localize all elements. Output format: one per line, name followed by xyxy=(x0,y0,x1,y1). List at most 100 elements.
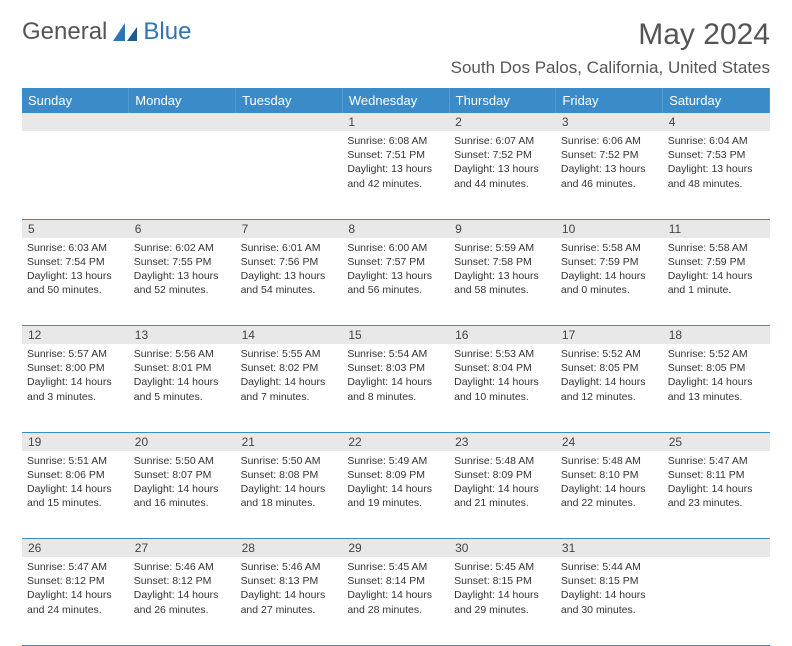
day-content: Sunrise: 5:45 AMSunset: 8:15 PMDaylight:… xyxy=(449,557,556,623)
day-number-cell: 8 xyxy=(342,219,449,238)
day-content: Sunrise: 5:51 AMSunset: 8:06 PMDaylight:… xyxy=(22,451,129,517)
day-cell: Sunrise: 5:53 AMSunset: 8:04 PMDaylight:… xyxy=(449,344,556,432)
day-cell: Sunrise: 6:08 AMSunset: 7:51 PMDaylight:… xyxy=(342,131,449,219)
day-number: 28 xyxy=(236,539,343,557)
day-cell: Sunrise: 5:56 AMSunset: 8:01 PMDaylight:… xyxy=(129,344,236,432)
day-number-cell: 27 xyxy=(129,539,236,558)
day-number-cell: 20 xyxy=(129,432,236,451)
day-cell: Sunrise: 5:44 AMSunset: 8:15 PMDaylight:… xyxy=(556,557,663,645)
day-header: Monday xyxy=(129,88,236,113)
daynum-row: 12131415161718 xyxy=(22,326,770,345)
day-cell: Sunrise: 6:00 AMSunset: 7:57 PMDaylight:… xyxy=(342,238,449,326)
day-number: 30 xyxy=(449,539,556,557)
day-number: 4 xyxy=(663,113,770,131)
day-cell: Sunrise: 5:46 AMSunset: 8:12 PMDaylight:… xyxy=(129,557,236,645)
day-cell: Sunrise: 6:04 AMSunset: 7:53 PMDaylight:… xyxy=(663,131,770,219)
day-number: 27 xyxy=(129,539,236,557)
day-cell xyxy=(663,557,770,645)
day-number: 21 xyxy=(236,433,343,451)
day-cell: Sunrise: 5:51 AMSunset: 8:06 PMDaylight:… xyxy=(22,451,129,539)
logo-word2: Blue xyxy=(143,18,191,46)
day-content: Sunrise: 5:48 AMSunset: 8:09 PMDaylight:… xyxy=(449,451,556,517)
day-cell: Sunrise: 5:54 AMSunset: 8:03 PMDaylight:… xyxy=(342,344,449,432)
logo: General Blue xyxy=(22,18,191,46)
day-cell: Sunrise: 5:52 AMSunset: 8:05 PMDaylight:… xyxy=(556,344,663,432)
day-number: 31 xyxy=(556,539,663,557)
daynum-row: 567891011 xyxy=(22,219,770,238)
day-number-cell: 26 xyxy=(22,539,129,558)
day-cell: Sunrise: 5:48 AMSunset: 8:10 PMDaylight:… xyxy=(556,451,663,539)
day-number-cell: 3 xyxy=(556,113,663,131)
day-content: Sunrise: 5:55 AMSunset: 8:02 PMDaylight:… xyxy=(236,344,343,410)
day-content: Sunrise: 5:50 AMSunset: 8:07 PMDaylight:… xyxy=(129,451,236,517)
day-cell: Sunrise: 5:50 AMSunset: 8:07 PMDaylight:… xyxy=(129,451,236,539)
day-number: 2 xyxy=(449,113,556,131)
day-number-cell: 29 xyxy=(342,539,449,558)
location: South Dos Palos, California, United Stat… xyxy=(451,58,770,78)
day-cell xyxy=(236,131,343,219)
day-cell: Sunrise: 5:49 AMSunset: 8:09 PMDaylight:… xyxy=(342,451,449,539)
day-content: Sunrise: 5:46 AMSunset: 8:12 PMDaylight:… xyxy=(129,557,236,623)
day-number-cell: 16 xyxy=(449,326,556,345)
day-number-cell: 10 xyxy=(556,219,663,238)
day-content: Sunrise: 5:54 AMSunset: 8:03 PMDaylight:… xyxy=(342,344,449,410)
day-content: Sunrise: 5:53 AMSunset: 8:04 PMDaylight:… xyxy=(449,344,556,410)
day-number-cell: 24 xyxy=(556,432,663,451)
day-cell: Sunrise: 5:55 AMSunset: 8:02 PMDaylight:… xyxy=(236,344,343,432)
day-number-cell: 25 xyxy=(663,432,770,451)
week-row: Sunrise: 6:08 AMSunset: 7:51 PMDaylight:… xyxy=(22,131,770,219)
day-cell xyxy=(129,131,236,219)
day-number: 5 xyxy=(22,220,129,238)
day-number-cell: 5 xyxy=(22,219,129,238)
day-number-cell: 2 xyxy=(449,113,556,131)
day-header: Sunday xyxy=(22,88,129,113)
day-cell: Sunrise: 5:45 AMSunset: 8:14 PMDaylight:… xyxy=(342,557,449,645)
day-content: Sunrise: 5:52 AMSunset: 8:05 PMDaylight:… xyxy=(663,344,770,410)
day-number: 29 xyxy=(342,539,449,557)
daynum-row: 1234 xyxy=(22,113,770,131)
day-header: Tuesday xyxy=(236,88,343,113)
day-number-cell xyxy=(663,539,770,558)
week-row: Sunrise: 5:51 AMSunset: 8:06 PMDaylight:… xyxy=(22,451,770,539)
day-number: 13 xyxy=(129,326,236,344)
day-number-cell: 15 xyxy=(342,326,449,345)
day-number: 20 xyxy=(129,433,236,451)
day-content: Sunrise: 6:00 AMSunset: 7:57 PMDaylight:… xyxy=(342,238,449,304)
day-number: 18 xyxy=(663,326,770,344)
day-number-cell: 31 xyxy=(556,539,663,558)
day-content: Sunrise: 5:44 AMSunset: 8:15 PMDaylight:… xyxy=(556,557,663,623)
day-content: Sunrise: 6:08 AMSunset: 7:51 PMDaylight:… xyxy=(342,131,449,197)
day-content: Sunrise: 5:58 AMSunset: 7:59 PMDaylight:… xyxy=(663,238,770,304)
day-number-cell: 28 xyxy=(236,539,343,558)
day-header: Thursday xyxy=(449,88,556,113)
day-number: 24 xyxy=(556,433,663,451)
day-number-cell xyxy=(22,113,129,131)
day-cell: Sunrise: 5:47 AMSunset: 8:12 PMDaylight:… xyxy=(22,557,129,645)
day-number-cell: 30 xyxy=(449,539,556,558)
day-content: Sunrise: 5:48 AMSunset: 8:10 PMDaylight:… xyxy=(556,451,663,517)
day-number-cell: 14 xyxy=(236,326,343,345)
logo-sail-icon xyxy=(111,21,139,43)
day-content: Sunrise: 5:47 AMSunset: 8:12 PMDaylight:… xyxy=(22,557,129,623)
day-number: 6 xyxy=(129,220,236,238)
day-number: 14 xyxy=(236,326,343,344)
day-number-cell: 9 xyxy=(449,219,556,238)
title-block: May 2024 South Dos Palos, California, Un… xyxy=(451,18,770,78)
day-number: 1 xyxy=(342,113,449,131)
day-number: 23 xyxy=(449,433,556,451)
day-cell: Sunrise: 6:06 AMSunset: 7:52 PMDaylight:… xyxy=(556,131,663,219)
day-cell: Sunrise: 6:01 AMSunset: 7:56 PMDaylight:… xyxy=(236,238,343,326)
day-cell: Sunrise: 5:52 AMSunset: 8:05 PMDaylight:… xyxy=(663,344,770,432)
day-cell: Sunrise: 5:50 AMSunset: 8:08 PMDaylight:… xyxy=(236,451,343,539)
day-cell: Sunrise: 5:59 AMSunset: 7:58 PMDaylight:… xyxy=(449,238,556,326)
day-number: 15 xyxy=(342,326,449,344)
day-content: Sunrise: 5:47 AMSunset: 8:11 PMDaylight:… xyxy=(663,451,770,517)
day-number: 12 xyxy=(22,326,129,344)
day-content: Sunrise: 6:06 AMSunset: 7:52 PMDaylight:… xyxy=(556,131,663,197)
day-cell: Sunrise: 6:02 AMSunset: 7:55 PMDaylight:… xyxy=(129,238,236,326)
day-number: 16 xyxy=(449,326,556,344)
day-cell: Sunrise: 6:03 AMSunset: 7:54 PMDaylight:… xyxy=(22,238,129,326)
day-number-cell: 6 xyxy=(129,219,236,238)
day-cell: Sunrise: 6:07 AMSunset: 7:52 PMDaylight:… xyxy=(449,131,556,219)
day-number-cell: 13 xyxy=(129,326,236,345)
